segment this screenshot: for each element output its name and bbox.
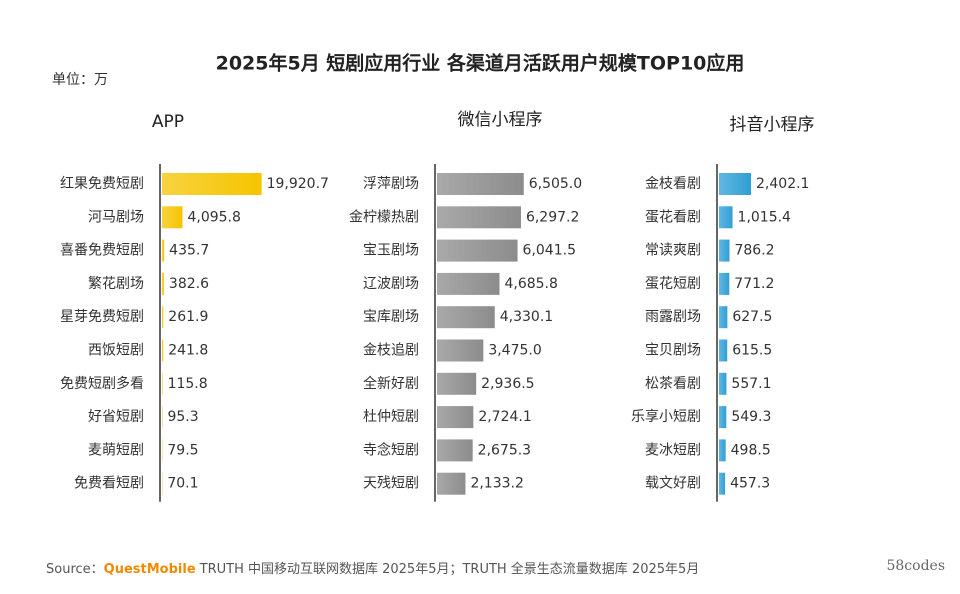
- category-label: 宝库剧场: [363, 309, 419, 325]
- category-label: 金枝看剧: [645, 176, 701, 192]
- source: Source：QuestMobile TRUTH 中国移动互联网数据库 2025年…: [46, 561, 699, 577]
- category-label: 宝玉剧场: [363, 243, 419, 259]
- bar: [162, 239, 165, 262]
- bar: [719, 173, 752, 195]
- category-label: 好省短剧: [88, 409, 144, 425]
- value-label: 786.2: [734, 243, 774, 259]
- category-label: 杜仲短剧: [363, 409, 419, 425]
- value-label: 557.1: [731, 376, 771, 392]
- bar: [437, 439, 473, 462]
- value-label: 3,475.0: [488, 343, 541, 359]
- bar: [437, 206, 521, 229]
- value-label: 1,015.4: [738, 209, 792, 225]
- bar: [719, 472, 726, 495]
- category-label: 载文好剧: [645, 476, 701, 492]
- category-label: 宝贝剧场: [645, 343, 701, 359]
- value-label: 549.3: [731, 409, 771, 425]
- unit-label: 单位：万: [52, 72, 108, 88]
- value-label: 382.6: [169, 276, 209, 292]
- category-label: 常读爽剧: [645, 242, 701, 259]
- value-label: 261.9: [168, 309, 208, 325]
- value-label: 6,297.2: [526, 209, 579, 225]
- value-label: 615.5: [732, 343, 772, 359]
- bar: [162, 206, 183, 229]
- category-label: 麦萌短剧: [88, 442, 144, 458]
- category-label: 星芽免费短剧: [60, 309, 144, 325]
- value-label: 435.7: [169, 243, 209, 259]
- category-label: 免费短剧多看: [60, 375, 144, 392]
- bar: [719, 239, 730, 262]
- bar: [719, 372, 727, 395]
- bar: [437, 472, 466, 495]
- panel-title: 微信小程序: [458, 110, 543, 130]
- category-label: 红果免费短剧: [60, 176, 144, 192]
- value-label: 457.3: [730, 476, 770, 492]
- bar: [719, 339, 728, 362]
- category-label: 麦冰短剧: [645, 442, 701, 458]
- value-label: 19,920.7: [267, 176, 329, 192]
- category-label: 繁花剧场: [88, 276, 144, 292]
- category-label: 全新好剧: [363, 375, 419, 392]
- value-label: 4,685.8: [504, 276, 557, 292]
- value-label: 95.3: [167, 409, 198, 425]
- category-label: 金枝追剧: [363, 343, 419, 359]
- bar: [719, 306, 728, 329]
- category-label: 蛋花看剧: [645, 209, 701, 225]
- bar: [719, 206, 733, 229]
- category-label: 免费看短剧: [74, 476, 144, 492]
- category-label: 松茶看剧: [645, 376, 701, 392]
- value-label: 4,330.1: [500, 309, 553, 325]
- value-label: 498.5: [731, 442, 771, 458]
- panel-title: 抖音小程序: [730, 115, 815, 135]
- value-label: 2,133.2: [470, 476, 523, 492]
- category-label: 蛋花短剧: [645, 276, 701, 292]
- category-label: 西饭短剧: [88, 343, 144, 359]
- bar: [437, 339, 484, 362]
- source-text: TRUTH 中国移动互联网数据库 2025年5月；TRUTH 全景生态流量数据库…: [199, 561, 700, 577]
- category-label: 乐享小短剧: [631, 408, 701, 425]
- value-label: 6,041.5: [523, 243, 576, 259]
- bar: [162, 372, 163, 395]
- category-label: 辽波剧场: [363, 276, 419, 292]
- bar: [437, 306, 495, 329]
- bar: [437, 239, 518, 262]
- bar: [719, 272, 730, 295]
- category-label: 雨露剧场: [645, 309, 701, 325]
- value-label: 79.5: [167, 442, 198, 458]
- value-label: 2,724.1: [478, 409, 531, 425]
- value-label: 2,936.5: [481, 376, 534, 392]
- category-label: 河马剧场: [88, 209, 144, 225]
- category-label: 寺念短剧: [363, 441, 419, 458]
- watermark: 58codes: [886, 558, 945, 574]
- bar: [437, 406, 474, 429]
- value-label: 2,402.1: [756, 176, 809, 192]
- bar: [162, 173, 262, 195]
- chart-title: 2025年5月 短剧应用行业 各渠道月活跃用户规模TOP10应用: [216, 52, 745, 75]
- value-label: 241.8: [168, 343, 208, 359]
- value-label: 6,505.0: [529, 176, 582, 192]
- source-brand: QuestMobile: [104, 562, 196, 577]
- bar: [162, 272, 164, 295]
- bar: [437, 173, 524, 195]
- bar: [719, 406, 727, 429]
- value-label: 4,095.8: [187, 209, 240, 225]
- bar: [162, 306, 164, 329]
- bar: [162, 339, 164, 362]
- bar: [437, 372, 477, 395]
- bar: [719, 439, 726, 462]
- value-label: 115.8: [168, 376, 208, 392]
- category-label: 金柠檬热剧: [349, 209, 419, 225]
- category-label: 喜番免费短剧: [60, 243, 144, 259]
- value-label: 627.5: [732, 309, 772, 325]
- category-label: 浮萍剧场: [363, 176, 419, 192]
- value-label: 771.2: [734, 276, 774, 292]
- source-label: Source：: [46, 562, 104, 577]
- value-label: 2,675.3: [478, 442, 531, 458]
- bar: [437, 272, 500, 295]
- panel-title: APP: [152, 112, 184, 132]
- value-label: 70.1: [167, 476, 198, 492]
- category-label: 天残短剧: [363, 476, 419, 492]
